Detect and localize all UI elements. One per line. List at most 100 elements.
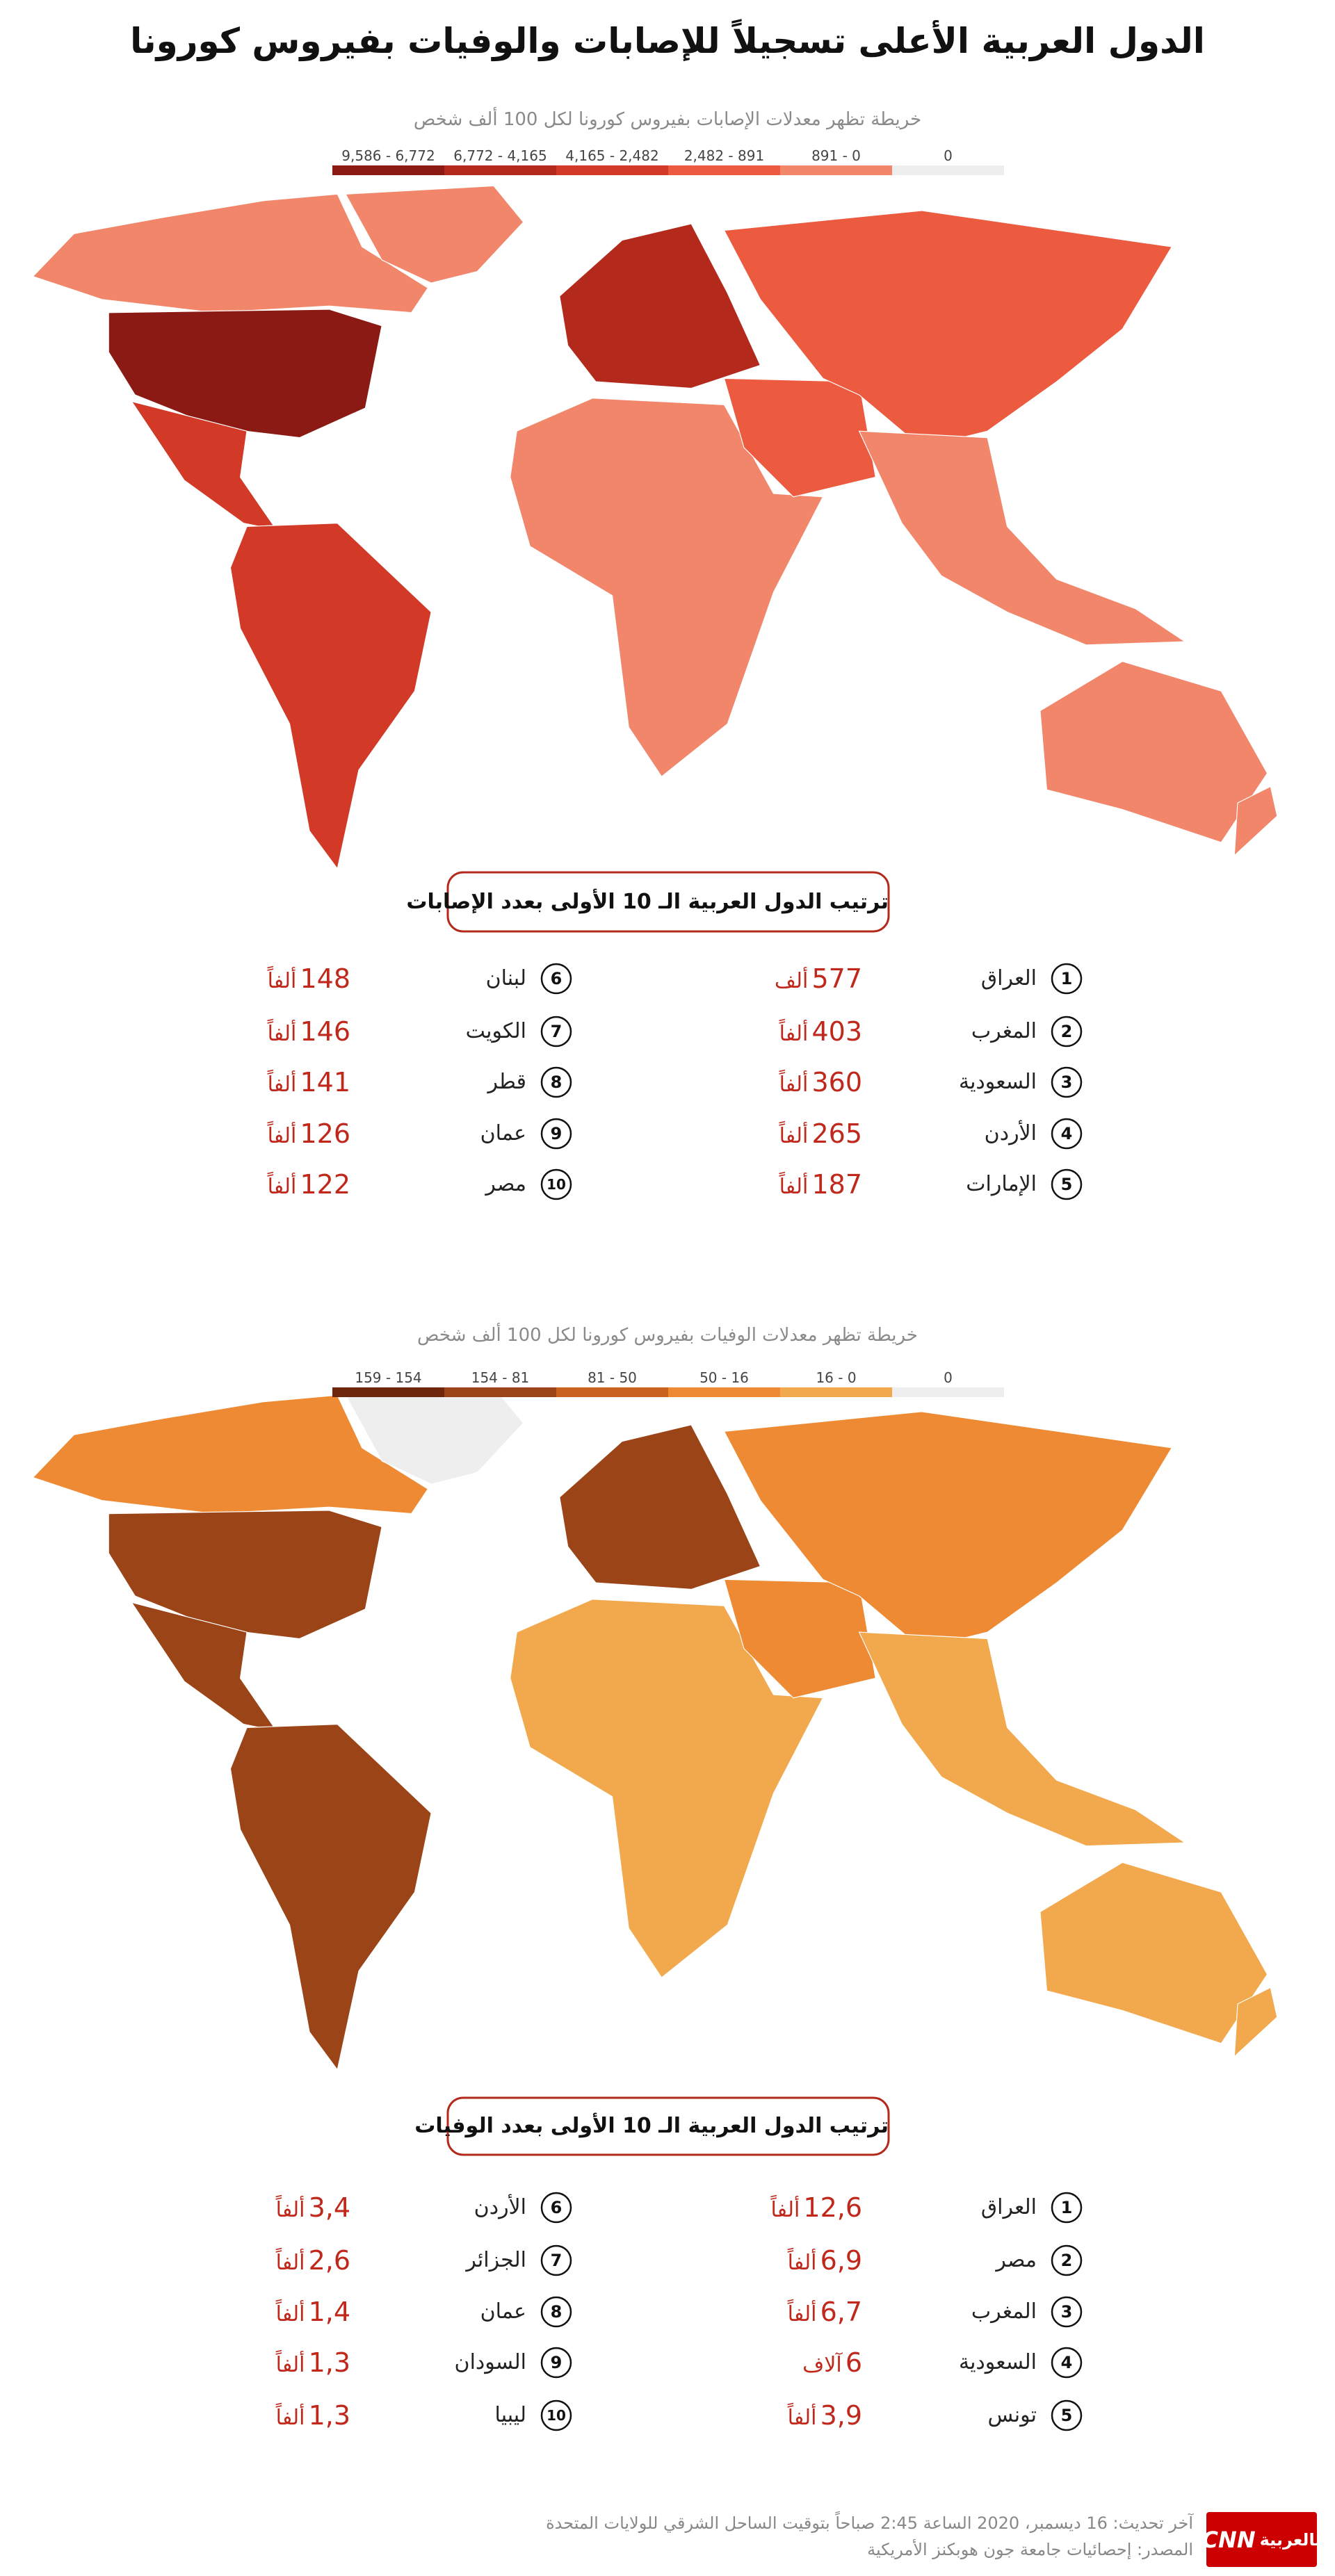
rank-number: 3 — [1060, 1073, 1073, 1092]
rank-circle — [540, 963, 572, 995]
country-name: المغرب — [971, 1019, 1037, 1043]
value-unit: ألفاً — [779, 1124, 809, 1148]
value-unit: ألفاً — [267, 969, 297, 993]
rank-circle — [540, 2399, 572, 2431]
value-unit: ألفاً — [267, 1124, 297, 1148]
rank-number: 8 — [550, 1073, 563, 1092]
map-subtitle: خريطة تظهر معدلات الوفيات بفيروس كورونا … — [417, 1325, 918, 1346]
rank-circle — [540, 1016, 572, 1047]
rank-number: 9 — [550, 1124, 563, 1143]
country-name: عمان — [480, 2299, 526, 2324]
ranking-value: 1,3 ألفاً — [276, 2397, 350, 2439]
map-subtitle: خريطة تظهر معدلات الإصابات بفيروس كورونا… — [413, 109, 922, 130]
country-name: السودان — [454, 2350, 526, 2374]
rank-number: 7 — [550, 2251, 563, 2270]
legend-swatch — [780, 165, 892, 175]
ranking-value: 148 ألفاً — [268, 961, 350, 1002]
legend-label: 154 - 81 — [471, 1369, 530, 1386]
rank-circle — [1051, 2192, 1083, 2224]
country-name: الإمارات — [966, 1172, 1037, 1196]
ranking-value: 6 آلاف — [802, 2345, 862, 2386]
rank-number: 10 — [547, 1176, 566, 1193]
country-region — [108, 309, 382, 439]
ranking-value: 3,9 ألفاً — [788, 2397, 862, 2439]
rank-number: 2 — [1060, 2251, 1073, 2270]
value-number: 6 — [845, 2347, 862, 2378]
value-unit: ألفاً — [779, 1022, 809, 1046]
rank-circle — [540, 1066, 572, 1098]
title: الدول العربية الأعلى تسجيلاً للإصابات وا… — [130, 21, 1205, 61]
world-map — [32, 185, 1278, 870]
country-name: الجزائر — [466, 2248, 526, 2272]
rank-circle — [1051, 2244, 1083, 2276]
country-name: الأردن — [474, 2195, 526, 2219]
ranking-value: 577 ألف — [775, 961, 862, 1002]
value-unit: ألفاً — [275, 2406, 305, 2430]
country-region — [1233, 785, 1278, 857]
rank-number: 6 — [550, 969, 563, 988]
legend-swatch — [556, 1387, 668, 1397]
country-name: مصر — [485, 1172, 526, 1196]
ranking-title: ترتيب الدول العربية الـ 10 الأولى بعدد ا… — [406, 889, 889, 914]
legend-swatch — [668, 165, 780, 175]
country-name: الكويت — [465, 1019, 526, 1043]
ranking-value: 403 ألفاً — [779, 1013, 862, 1055]
country-name: لبنان — [485, 966, 526, 991]
rank-circle — [540, 2244, 572, 2276]
rank-number: 5 — [1060, 1175, 1073, 1194]
legend-label: 4,165 - 2,482 — [565, 147, 659, 164]
value-number: 146 — [300, 1016, 350, 1047]
country-region — [345, 1386, 524, 1485]
value-number: 3,9 — [820, 2400, 862, 2431]
rank-circle — [540, 2347, 572, 2379]
country-region — [858, 1631, 1187, 1847]
value-number: 3,4 — [308, 2192, 350, 2223]
logo: CNN بالعربية — [1202, 2512, 1321, 2567]
ranking-value: 146 ألفاً — [268, 1013, 350, 1055]
country-region — [559, 223, 761, 389]
country-region — [108, 1510, 382, 1640]
country-region — [345, 185, 524, 284]
country-name: قطر — [487, 1070, 526, 1094]
country-region — [32, 1394, 429, 1515]
ranking-title: ترتيب الدول العربية الـ 10 الأولى بعدد ا… — [414, 2114, 889, 2138]
country-region — [1233, 1987, 1278, 2058]
ranking-value: 3,4 ألفاً — [276, 2190, 350, 2231]
world-map — [32, 1386, 1278, 2071]
rank-number: 4 — [1060, 1124, 1073, 1143]
rank-number: 1 — [1060, 969, 1073, 988]
legend-label: 50 - 16 — [699, 1369, 749, 1386]
country-name: العراق — [980, 966, 1037, 991]
country-region — [858, 430, 1187, 646]
value-unit: ألفاً — [267, 1022, 297, 1046]
country-name: ليبيا — [494, 2403, 526, 2427]
country-region — [1039, 660, 1268, 843]
rank-circle — [1051, 1016, 1083, 1047]
rank-circle — [1051, 2399, 1083, 2431]
rank-circle — [540, 2192, 572, 2224]
country-region — [723, 210, 1173, 448]
legend-label: 16 - 0 — [816, 1369, 857, 1386]
rank-number: 6 — [550, 2198, 563, 2217]
legend-swatch — [332, 1387, 444, 1397]
value-number: 577 — [811, 963, 862, 994]
country-region — [32, 193, 429, 313]
rank-number: 1 — [1060, 2198, 1073, 2217]
legend-label: 81 - 50 — [588, 1369, 637, 1386]
value-unit: ألفاً — [275, 2198, 305, 2222]
rank-circle — [540, 1118, 572, 1150]
country-region — [229, 1724, 432, 2071]
country-name: المغرب — [971, 2299, 1037, 2324]
value-number: 12,6 — [803, 2192, 862, 2223]
logo-brand: CNN — [1202, 2526, 1256, 2553]
rank-circle — [1051, 1066, 1083, 1098]
value-number: 187 — [811, 1169, 862, 1200]
legend-label: 2,482 - 891 — [683, 147, 765, 164]
ranking-value: 6,9 ألفاً — [788, 2242, 862, 2284]
legend-swatch — [668, 1387, 780, 1397]
rank-circle — [540, 2296, 572, 2328]
value-number: 1,4 — [308, 2297, 350, 2327]
value-unit: آلاف — [802, 2353, 842, 2377]
value-number: 6,9 — [820, 2245, 862, 2276]
